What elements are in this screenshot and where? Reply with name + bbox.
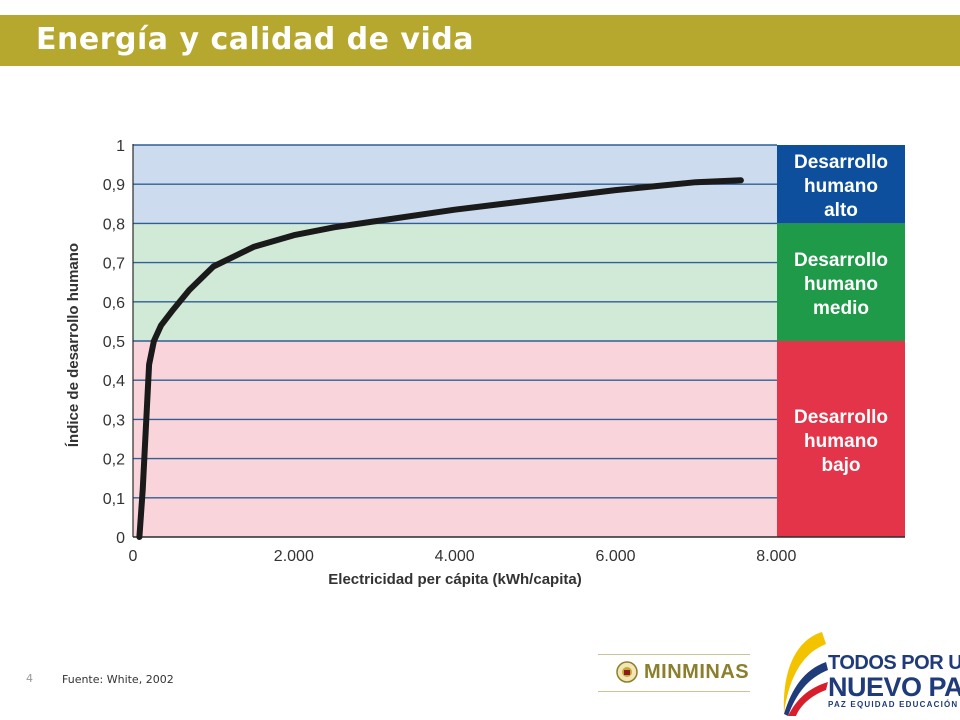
page-number: 4 <box>26 672 33 685</box>
band-label-medium-line-1: Desarrollo <box>794 250 888 271</box>
minminas-wordmark: MINMINAS <box>644 661 750 683</box>
band-label-box-medium <box>777 223 905 341</box>
band-label-high-line-3: alto <box>824 200 858 221</box>
y-tick-label-3: 0,3 <box>103 412 125 429</box>
band-label-high-line-2: humano <box>804 176 878 197</box>
y-tick-label-10: 1 <box>116 138 125 155</box>
band-label-box-low <box>777 341 905 537</box>
x-axis-title: Electricidad per cápita (kWh/capita) <box>328 571 581 588</box>
y-tick-label-5: 0,5 <box>103 334 125 351</box>
y-tick-label-9: 0,9 <box>103 177 125 194</box>
x-tick-label-0: 0 <box>129 548 138 565</box>
y-tick-label-6: 0,6 <box>103 295 125 312</box>
flag-swoosh-icon <box>783 632 828 716</box>
todos-line-1: TODOS POR UN <box>828 652 960 674</box>
x-tick-label-4: 8.000 <box>756 548 796 565</box>
todos-line-2: NUEVO PAÍS <box>828 672 960 702</box>
slide-title: Energía y calidad de vida <box>36 22 474 57</box>
band-label-box-high <box>777 145 905 224</box>
source-note: Fuente: White, 2002 <box>62 673 174 686</box>
band-label-medium-line-3: medio <box>813 298 869 319</box>
x-tick-label-2: 4.000 <box>435 548 475 565</box>
y-tick-label-4: 0,4 <box>103 373 125 390</box>
band-label-low-line-2: humano <box>804 431 878 452</box>
y-axis-title: Índice de desarrollo humano <box>65 243 82 447</box>
title-bar <box>0 15 960 66</box>
band-label-medium-line-2: humano <box>804 274 878 295</box>
band-low <box>133 341 777 537</box>
minminas-logo: MINMINAS <box>598 654 750 692</box>
y-tick-label-1: 0,1 <box>103 491 125 508</box>
band-label-low-line-3: bajo <box>821 455 860 476</box>
series-line-0 <box>136 177 744 540</box>
y-tick-label-8: 0,8 <box>103 216 125 233</box>
todos-line-3: PAZ EQUIDAD EDUCACIÓN <box>828 700 959 709</box>
todos-por-un-nuevo-pais-logo: TODOS POR UN NUEVO PAÍS PAZ EQUIDAD EDUC… <box>776 630 960 716</box>
x-tick-label-3: 6.000 <box>595 548 635 565</box>
x-tick-label-1: 2.000 <box>274 548 314 565</box>
band-label-high-line-1: Desarrollo <box>794 152 888 173</box>
coat-of-arms-icon <box>616 661 638 683</box>
band-label-low-line-1: Desarrollo <box>794 407 888 428</box>
y-tick-label-2: 0,2 <box>103 452 125 469</box>
y-tick-label-0: 0 <box>116 530 125 547</box>
band-medium <box>133 223 777 341</box>
y-tick-label-7: 0,7 <box>103 256 125 273</box>
